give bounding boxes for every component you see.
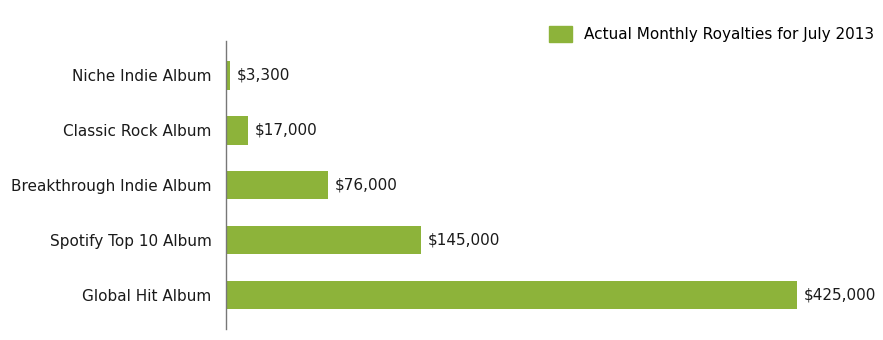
Bar xyxy=(225,280,797,309)
Bar xyxy=(225,171,328,199)
Bar xyxy=(225,116,248,144)
Bar xyxy=(225,226,420,254)
Text: $3,300: $3,300 xyxy=(237,68,290,83)
Bar xyxy=(225,61,230,90)
Legend: Actual Monthly Royalties for July 2013: Actual Monthly Royalties for July 2013 xyxy=(549,26,874,42)
Text: $425,000: $425,000 xyxy=(804,287,876,302)
Text: $17,000: $17,000 xyxy=(255,123,318,138)
Text: $76,000: $76,000 xyxy=(335,178,397,193)
Text: $145,000: $145,000 xyxy=(427,233,500,248)
